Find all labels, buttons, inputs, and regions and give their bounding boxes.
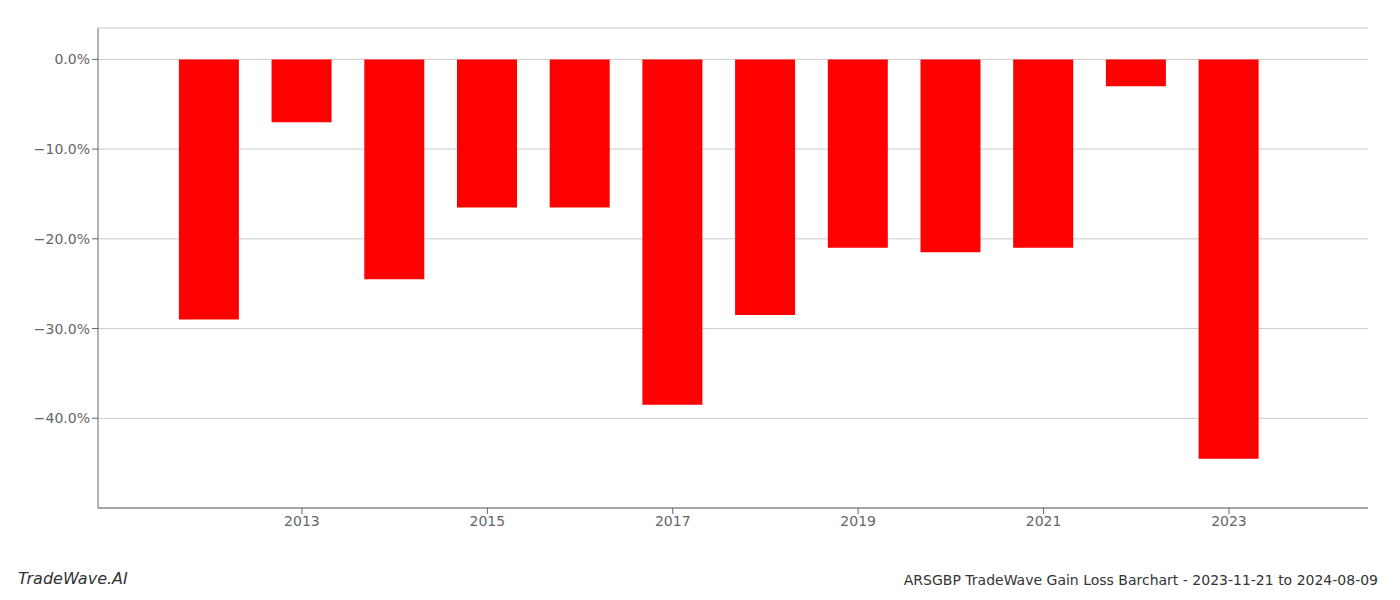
svg-text:2019: 2019 [840, 513, 876, 529]
svg-text:2021: 2021 [1026, 513, 1062, 529]
svg-text:−20.0%: −20.0% [34, 231, 90, 247]
html-text:ARSGBP TradeWave Gain Loss Bar: ARSGBP TradeWave Gain Loss Barchart - 20… [903, 572, 1378, 588]
svg-text:2023: 2023 [1211, 513, 1247, 529]
svg-text:2017: 2017 [655, 513, 691, 529]
html-text:TradeWave.AI: TradeWave.AI [18, 569, 128, 588]
svg-text:2013: 2013 [284, 513, 320, 529]
svg-text:−40.0%: −40.0% [34, 410, 90, 426]
svg-text:−30.0%: −30.0% [34, 321, 90, 337]
svg-text:0.0%: 0.0% [54, 51, 90, 67]
svg-text:2015: 2015 [470, 513, 506, 529]
svg-text:−10.0%: −10.0% [34, 141, 90, 157]
